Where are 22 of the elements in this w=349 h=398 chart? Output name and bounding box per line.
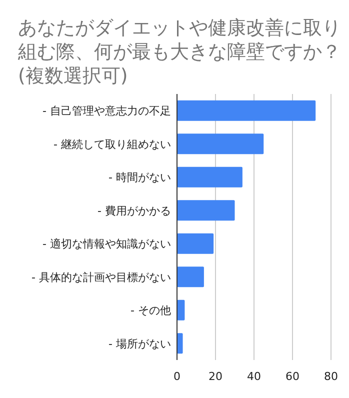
- y-tick-label: - その他: [130, 304, 171, 318]
- y-tick-label: - 時間がない: [108, 171, 171, 184]
- y-tick-label: - 費用がかかる: [98, 204, 171, 218]
- x-tick-label: 40: [247, 370, 261, 383]
- y-tick-label: - 適切な情報や知識がない: [42, 238, 171, 251]
- y-tick-label: - 自己管理や意志力の不足: [42, 104, 171, 118]
- x-tick-label: 0: [174, 370, 180, 383]
- bar: [177, 266, 204, 288]
- x-tick-label: 60: [286, 370, 300, 383]
- x-tick-label: 80: [324, 370, 338, 383]
- y-tick-label: - 具体的な計画や目標がない: [32, 270, 171, 284]
- bar: [177, 134, 264, 154]
- bar: [177, 100, 316, 121]
- bar: [177, 300, 185, 320]
- bar: [177, 333, 183, 354]
- y-tick-label: - 場所がない: [108, 337, 171, 350]
- title: あなたがダイエットや健康改善に取り組む際、何が最も大きな障壁ですか？(複数選択可): [18, 17, 341, 87]
- x-tick-label: 20: [208, 370, 222, 383]
- bar: [177, 200, 235, 221]
- bar: [177, 233, 214, 254]
- y-tick-label: - 継続して取り組めない: [54, 138, 171, 151]
- bar: [177, 166, 242, 188]
